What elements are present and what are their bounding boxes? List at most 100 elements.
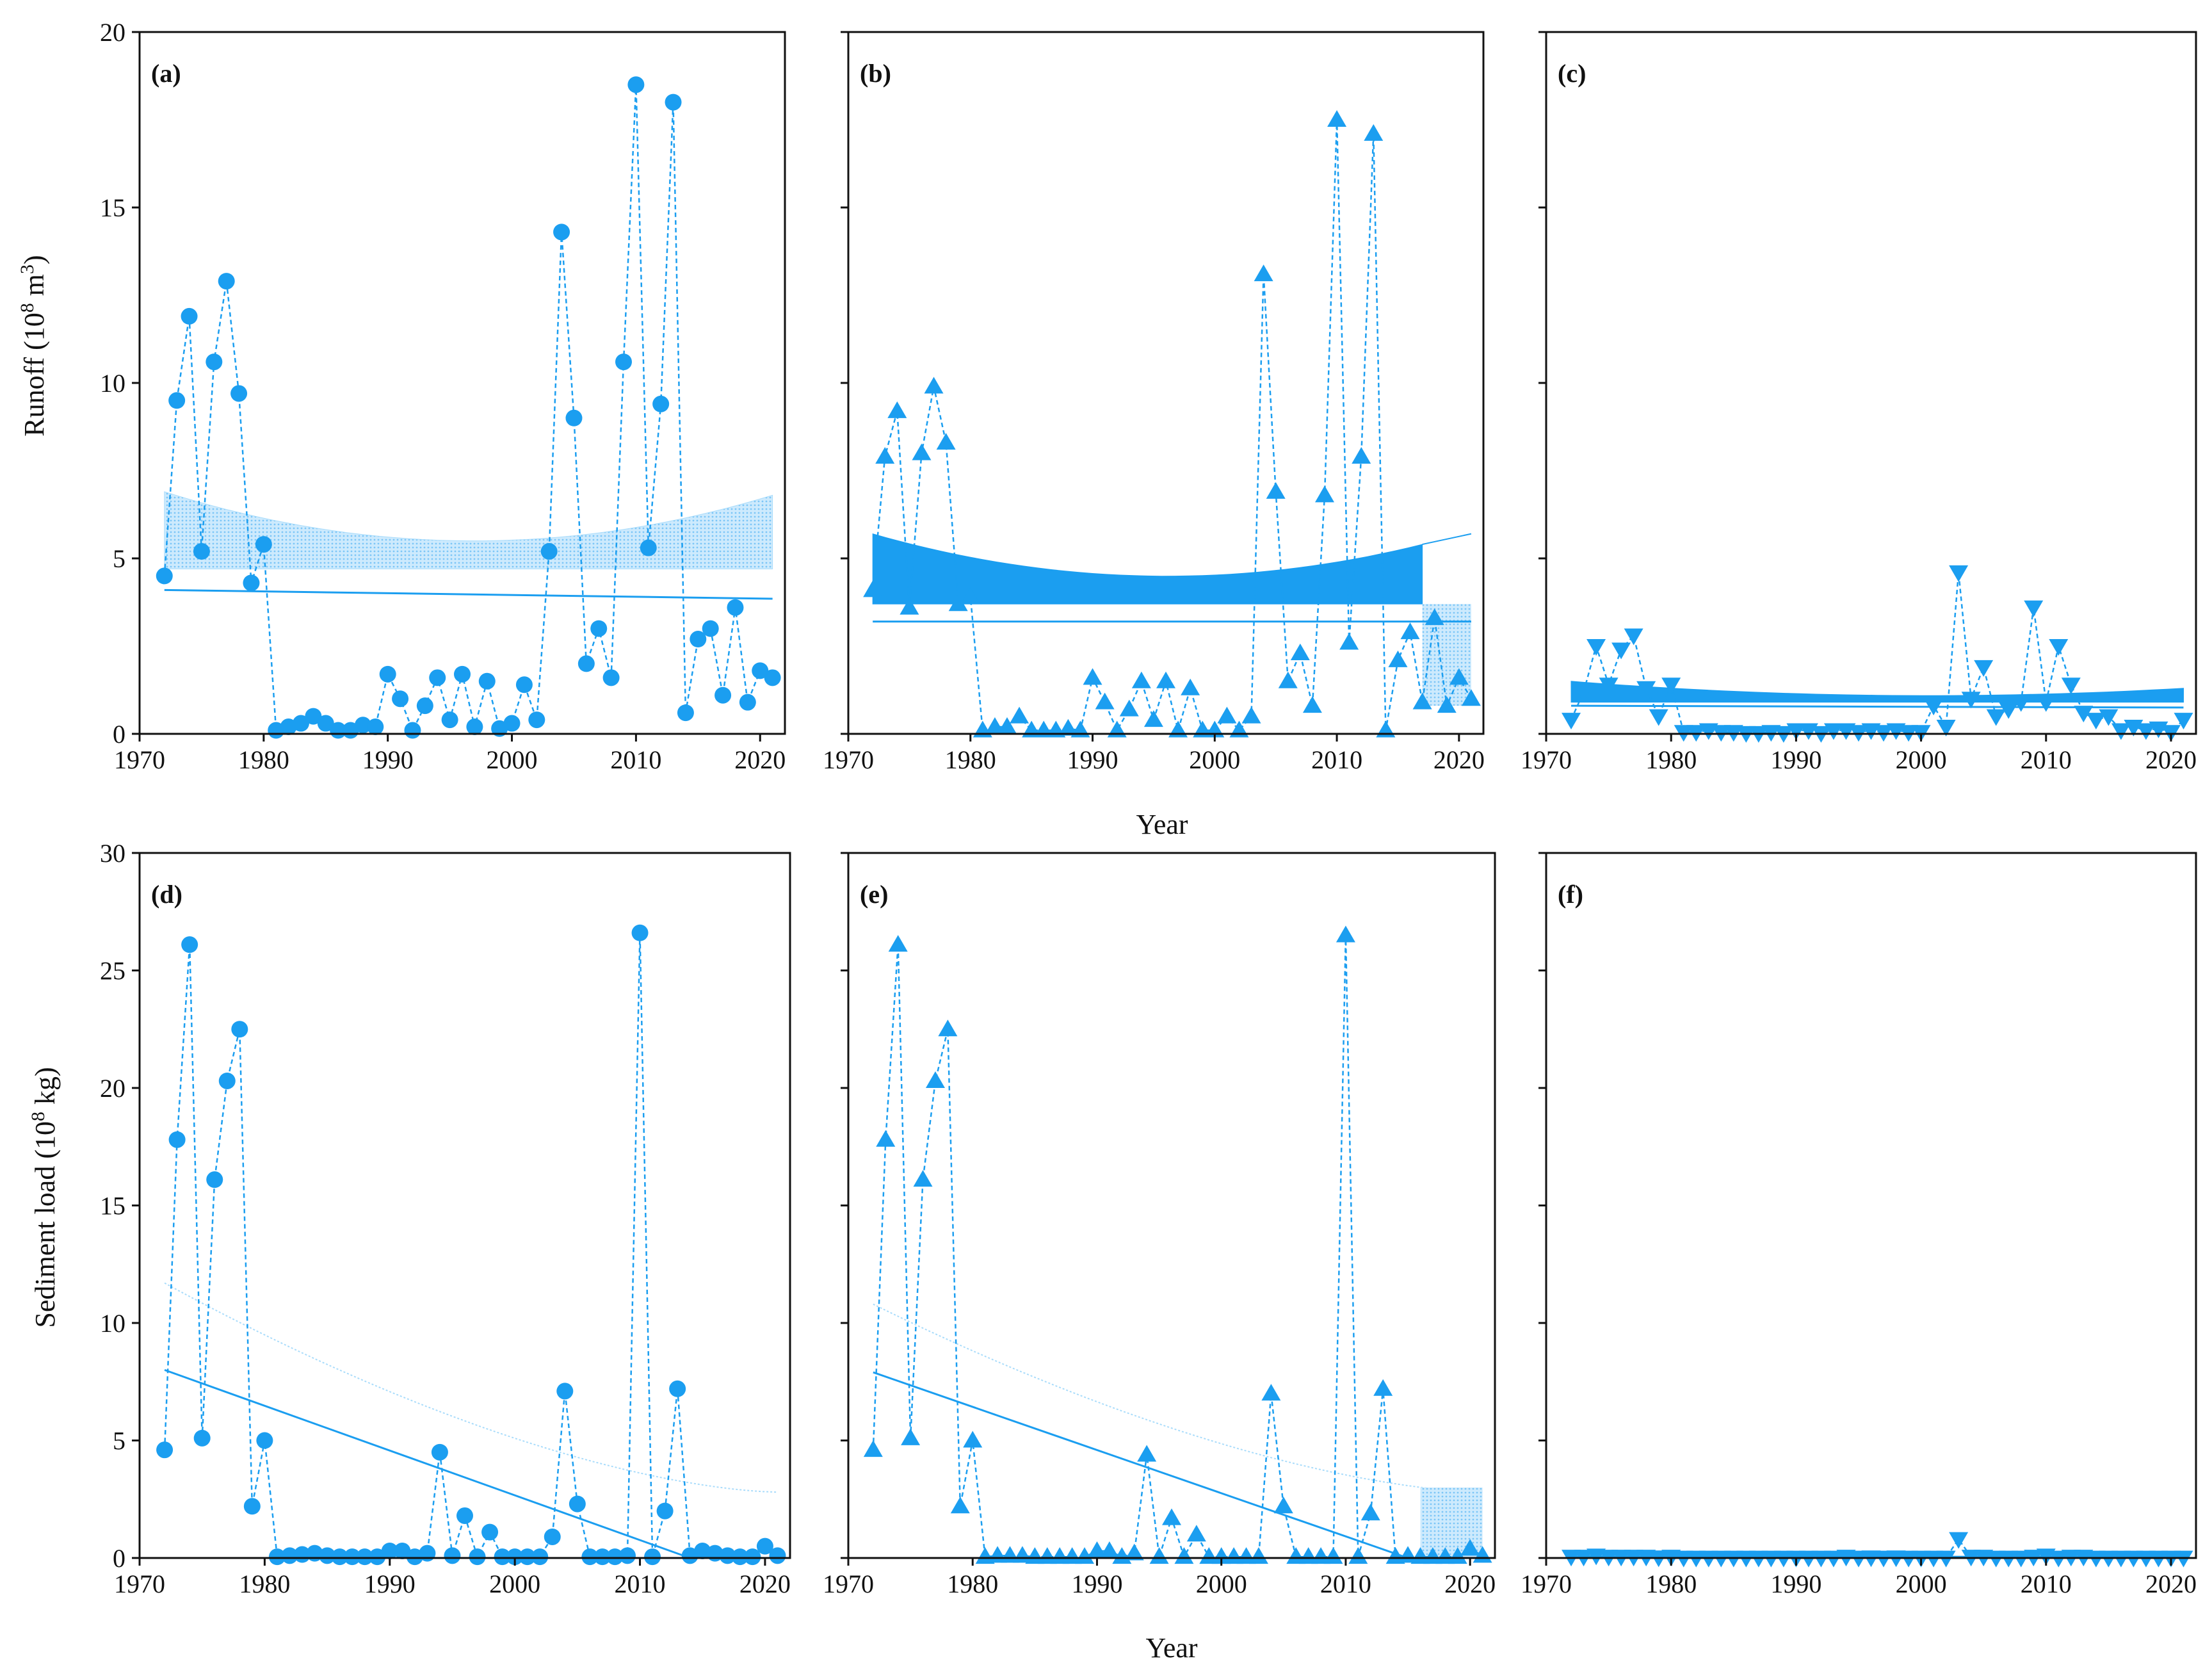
x-tick-label: 1980 <box>1645 745 1697 774</box>
data-point <box>1339 633 1359 650</box>
data-point <box>1025 1547 1045 1564</box>
data-point <box>1062 1547 1082 1564</box>
data-point <box>392 690 409 708</box>
x-tick-label: 1990 <box>1071 1570 1122 1598</box>
data-point <box>876 1130 896 1147</box>
data-point <box>950 1497 970 1514</box>
data-point <box>181 936 198 953</box>
data-point <box>569 1495 586 1513</box>
data-point <box>731 1548 748 1566</box>
data-point <box>243 1498 261 1515</box>
data-point <box>1241 706 1261 724</box>
plot-frame <box>138 852 791 1559</box>
data-point <box>2124 1550 2143 1568</box>
x-tick-label: 1970 <box>1521 1570 1572 1598</box>
data-point <box>1352 447 1371 464</box>
data-point <box>1686 1550 1706 1568</box>
x-tick-label: 2020 <box>1433 745 1485 774</box>
data-point <box>1811 1550 1831 1568</box>
series-line <box>1570 572 2184 734</box>
data-point <box>665 93 682 111</box>
x-tick-label: 1990 <box>1770 1570 1821 1598</box>
data-point <box>231 1021 248 1038</box>
data-point <box>556 1383 574 1400</box>
data-point <box>681 1547 698 1564</box>
data-point <box>1254 264 1273 282</box>
data-point <box>305 708 322 725</box>
data-point <box>431 1443 448 1461</box>
data-point <box>344 1548 361 1566</box>
data-point <box>1119 699 1139 717</box>
data-point <box>1236 1547 1256 1564</box>
data-point <box>1748 1550 1768 1568</box>
data-point <box>268 1548 286 1566</box>
top-y-axis-title: Runoff (108 m3) <box>17 255 51 436</box>
data-point <box>936 433 956 450</box>
data-point <box>469 1548 486 1566</box>
data-point <box>2086 713 2106 730</box>
data-point <box>1448 1547 1467 1564</box>
data-point <box>429 669 446 686</box>
data-point <box>531 1548 549 1566</box>
data-point <box>506 1548 524 1566</box>
data-point <box>1364 124 1384 141</box>
x-tick-label: 2010 <box>2021 745 2072 774</box>
x-tick-label: 2000 <box>1896 745 1947 774</box>
x-tick-label: 2000 <box>489 1570 540 1598</box>
x-tick-label: 2020 <box>2145 745 2197 774</box>
data-point <box>481 1523 499 1541</box>
x-tick-label: 2000 <box>1189 745 1240 774</box>
confidence-band <box>872 533 1423 604</box>
data-point <box>1936 1550 1956 1568</box>
data-point <box>1388 650 1408 667</box>
data-point <box>1186 1525 1206 1542</box>
data-point <box>2099 709 2119 726</box>
data-point <box>2111 723 2131 740</box>
panel-label: (b) <box>860 59 891 88</box>
data-point <box>627 76 645 93</box>
data-point <box>590 620 608 637</box>
data-point <box>863 1440 883 1457</box>
x-tick-label: 2020 <box>739 1570 791 1598</box>
data-point <box>901 1428 921 1445</box>
data-point <box>168 392 186 409</box>
data-point <box>2099 1550 2119 1568</box>
x-tick-label: 2000 <box>487 745 538 774</box>
data-point <box>544 1528 561 1545</box>
data-point <box>1336 925 1355 943</box>
data-point <box>416 697 433 715</box>
data-point <box>2061 677 2081 695</box>
data-point <box>168 1131 186 1148</box>
data-point <box>2036 695 2056 712</box>
data-point <box>181 307 198 325</box>
data-point <box>317 715 334 732</box>
data-point <box>602 669 620 686</box>
data-point <box>1724 1550 1743 1568</box>
data-point <box>1624 628 1643 645</box>
data-point <box>1273 1497 1293 1514</box>
data-point <box>669 1380 686 1397</box>
x-tick-label: 2010 <box>1320 1570 1371 1598</box>
y-tick-label: 5 <box>113 544 125 573</box>
y-tick-label: 20 <box>100 18 125 47</box>
data-point <box>577 655 595 672</box>
data-point <box>2011 1550 2031 1568</box>
data-point <box>1156 671 1175 688</box>
y-tick-label: 10 <box>100 369 125 398</box>
data-point <box>1131 671 1151 688</box>
x-tick-label: 1980 <box>947 1570 998 1598</box>
data-point <box>1761 1550 1781 1568</box>
x-tick-label: 2020 <box>1444 1570 1496 1598</box>
x-tick-label: 1980 <box>238 745 289 774</box>
bottom-y-title-exp: 8 <box>28 1112 49 1121</box>
data-point <box>1974 660 1994 677</box>
y-tick-label: 0 <box>113 720 125 749</box>
data-point <box>1087 1541 1107 1558</box>
data-point <box>912 443 932 460</box>
x-tick-label: 1970 <box>823 745 874 774</box>
data-point <box>2136 1550 2156 1568</box>
data-point <box>631 924 649 941</box>
data-point <box>1315 485 1334 503</box>
data-point <box>503 715 521 732</box>
data-point <box>1124 1543 1144 1561</box>
